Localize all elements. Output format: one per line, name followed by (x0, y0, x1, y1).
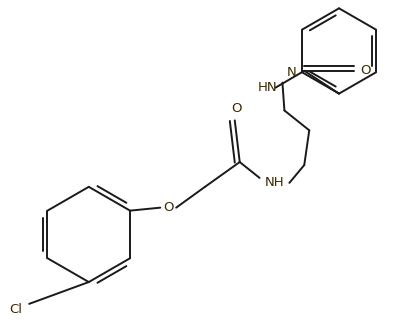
Text: O: O (231, 102, 242, 115)
Text: O: O (360, 64, 371, 77)
Text: O: O (163, 201, 174, 214)
Text: HN: HN (258, 81, 277, 94)
Text: N: N (287, 66, 297, 79)
Text: Cl: Cl (9, 303, 22, 316)
Text: NH: NH (265, 176, 284, 189)
